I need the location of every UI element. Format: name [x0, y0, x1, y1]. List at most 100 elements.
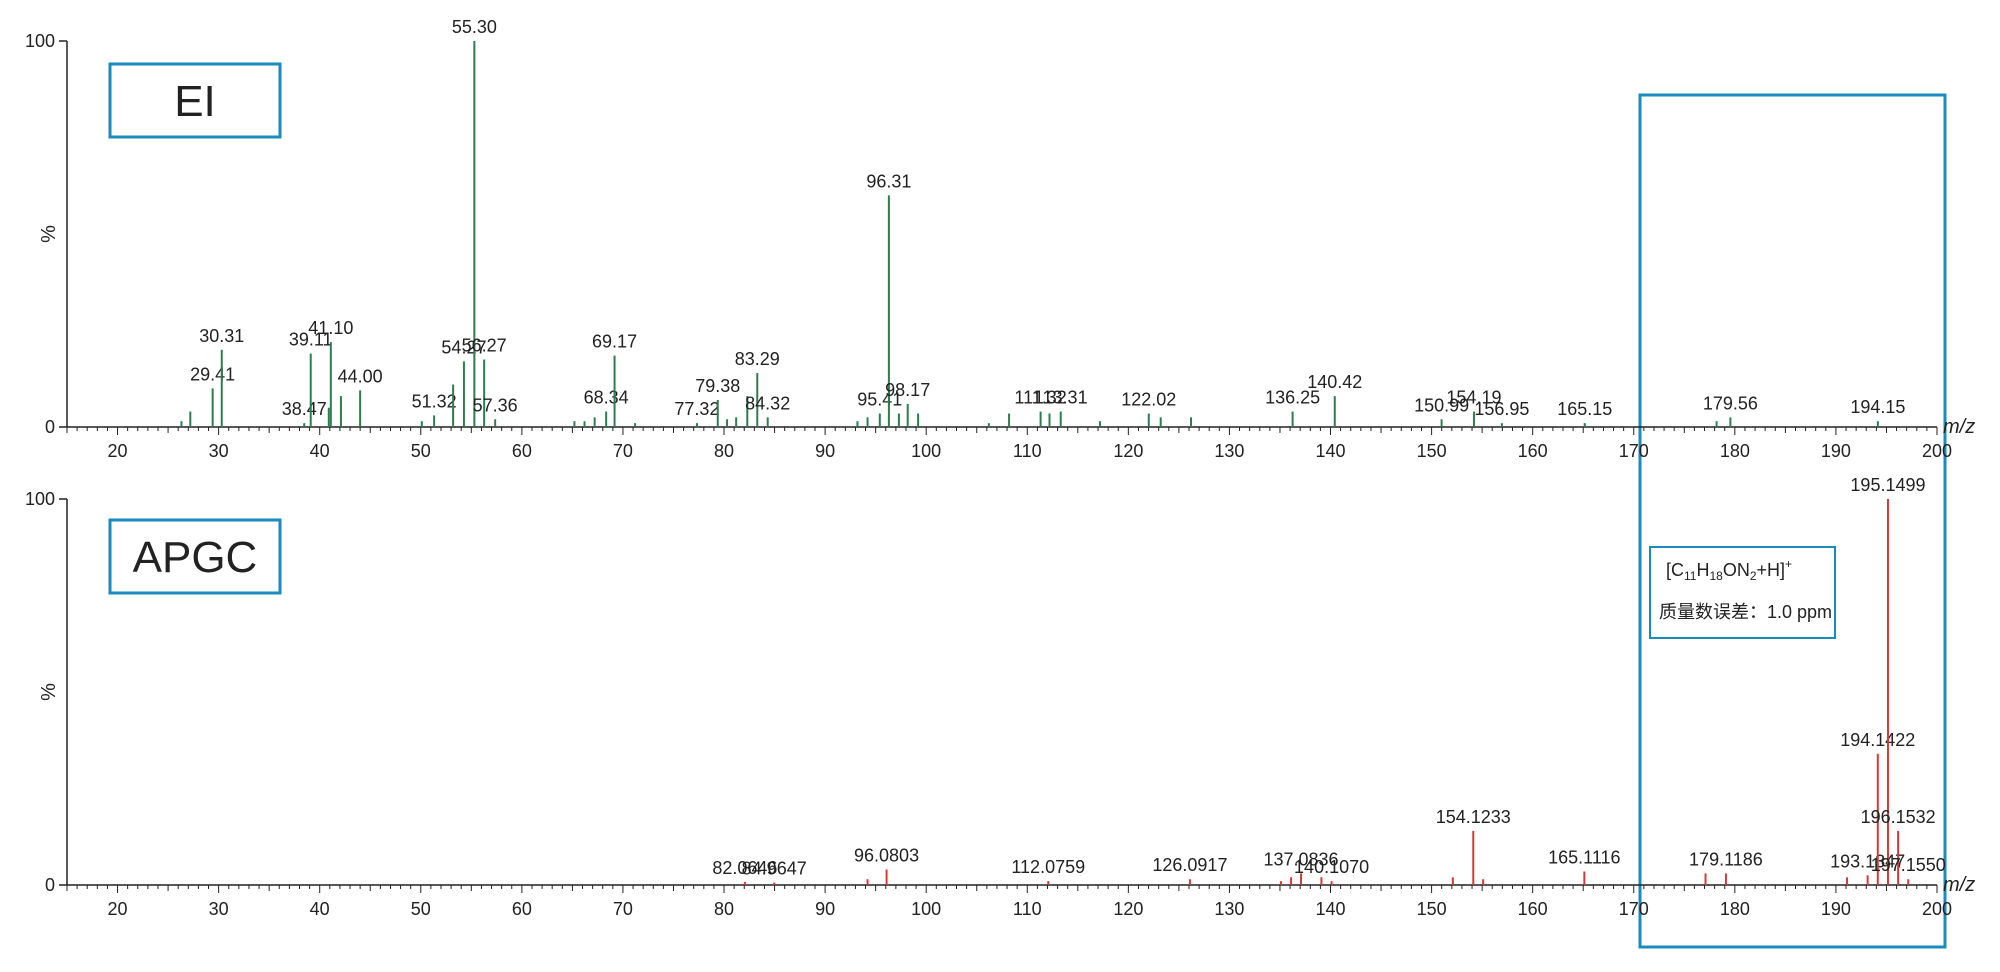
formula-text: [C11H18ON2+H]+ [1666, 557, 1792, 583]
apgc-x-tick-label: 110 [1013, 899, 1042, 919]
ei-y-tick-label: 0 [45, 417, 55, 437]
ei-peak-label: 136.25 [1265, 388, 1320, 408]
ei-x-tick-label: 130 [1214, 441, 1244, 461]
ei-peak-label: 165.15 [1557, 399, 1612, 419]
apgc-y-tick-label: 100 [25, 489, 55, 509]
apgc-peak-label: 196.1532 [1861, 807, 1936, 827]
apgc-x-tick-label: 70 [613, 899, 633, 919]
ei-peak-label: 51.32 [412, 391, 457, 411]
apgc-x-tick-label: 100 [911, 899, 941, 919]
ei-x-tick-label: 40 [310, 441, 330, 461]
ei-panel-label: EI [108, 62, 282, 139]
ei-peak-label: 57.36 [473, 395, 518, 415]
ei-x-tick-label: 170 [1619, 441, 1649, 461]
apgc-x-tick-label: 170 [1619, 899, 1649, 919]
apgc-x-tick-label: 200 [1922, 899, 1952, 919]
ei-x-tick-label: 140 [1315, 441, 1345, 461]
ei-peak-label: 68.34 [584, 388, 629, 408]
ei-x-tick-label: 90 [815, 441, 835, 461]
ei-x-tick-label: 20 [108, 441, 128, 461]
ei-peak-label: 179.56 [1703, 393, 1758, 413]
ei-x-tick-label: 180 [1720, 441, 1750, 461]
apgc-peak-label: 165.1116 [1548, 847, 1620, 867]
ei-x-tick-label: 120 [1113, 441, 1143, 461]
ei-x-tick-label: 110 [1013, 441, 1042, 461]
ei-label-frame [108, 62, 282, 139]
ei-label-text: EI [174, 77, 216, 126]
apgc-peak-label: 82.0646 [712, 858, 777, 878]
ei-peak-label: 111.32 [1014, 388, 1066, 408]
ei-peak-label: 113.31 [1034, 388, 1088, 408]
ei-peak-label: 79.38 [695, 376, 740, 396]
ei-peak-label: 77.32 [674, 399, 719, 419]
apgc-y-axis-label: % [38, 683, 60, 701]
apgc-x-tick-label: 150 [1417, 899, 1447, 919]
plot-layer: 20 30 40 50 60 70 80 90 100 110 120 130 140 150 160 170… [25, 17, 1975, 919]
apgc-panel-label: APGC [108, 518, 282, 595]
apgc-peak-label: 96.0803 [854, 846, 919, 866]
ei-peak-label: 156.95 [1474, 399, 1529, 419]
ei-peak-label: 98.17 [885, 380, 930, 400]
apgc-peak-label: 154.1233 [1436, 807, 1511, 827]
apgc-x-tick-label: 20 [108, 899, 128, 919]
ei-peak-label: 29.41 [190, 364, 235, 384]
ei-peak-label: 194.15 [1850, 397, 1905, 417]
apgc-y-tick-label: 0 [45, 875, 55, 895]
ei-peak-label: 41.10 [308, 318, 353, 338]
apgc-peak-label: 194.1422 [1840, 730, 1915, 750]
annotation-frame [1649, 546, 1836, 639]
ei-x-tick-label: 200 [1922, 441, 1952, 461]
ei-x-tick-label: 80 [714, 441, 734, 461]
ei-peak-label: 122.02 [1121, 389, 1176, 409]
apgc-peak-label: 179.1186 [1689, 849, 1763, 869]
apgc-peak-label: 140.1070 [1294, 857, 1369, 877]
apgc-peak-label: 193.1347 [1830, 851, 1905, 871]
ei-peak-label: 44.00 [338, 366, 383, 386]
apgc-x-tick-label: 90 [815, 899, 835, 919]
ei-peak-label: 39.11 [289, 330, 333, 350]
apgc-x-tick-label: 50 [411, 899, 431, 919]
apgc-label-frame [108, 518, 282, 595]
mass-error-text: 质量数误差：1.0 ppm [1659, 602, 1832, 622]
ei-x-tick-label: 50 [411, 441, 431, 461]
ei-x-tick-label: 30 [209, 441, 229, 461]
apgc-x-tick-label: 40 [310, 899, 330, 919]
ei-y-tick-label: 100 [25, 31, 55, 51]
ei-peak-label: 84.32 [745, 393, 790, 413]
ei-peak-label: 69.17 [592, 332, 637, 352]
apgc-peak-label: 84.9647 [742, 859, 807, 879]
apgc-x-tick-label: 180 [1720, 899, 1750, 919]
apgc-x-tick-label: 190 [1821, 899, 1851, 919]
ei-x-tick-label: 100 [911, 441, 941, 461]
highlight-region-frame [1638, 93, 1947, 949]
apgc-x-tick-label: 60 [512, 899, 532, 919]
apgc-x-tick-label: 160 [1518, 899, 1548, 919]
apgc-peak-label: 126.0917 [1152, 855, 1227, 875]
apgc-peak-label: 197.1550 [1871, 855, 1946, 875]
apgc-x-tick-label: 140 [1315, 899, 1345, 919]
apgc-peak-label: 112.0759 [1011, 857, 1085, 877]
ei-x-tick-label: 190 [1821, 441, 1851, 461]
ei-x-tick-label: 70 [613, 441, 633, 461]
apgc-x-unit-label: m/z [1943, 874, 1975, 896]
ei-peak-label: 56.27 [462, 335, 507, 355]
apgc-x-tick-label: 130 [1214, 899, 1244, 919]
ei-peak-label: 150.99 [1414, 395, 1469, 415]
ei-x-tick-label: 160 [1518, 441, 1548, 461]
formula-annotation: [C11H18ON2+H]+ 质量数误差：1.0 ppm [1649, 546, 1836, 639]
ei-x-tick-label: 150 [1417, 441, 1447, 461]
apgc-x-tick-label: 30 [209, 899, 229, 919]
apgc-peak-label: 195.1499 [1850, 475, 1925, 495]
ei-peak-label: 96.31 [866, 171, 911, 191]
ei-peak-label: 83.29 [735, 349, 780, 369]
apgc-label-text: APGC [133, 533, 258, 582]
ei-peak-label: 30.31 [199, 326, 244, 346]
ei-peak-label: 140.42 [1307, 372, 1362, 392]
ei-peak-label: 95.41 [857, 389, 902, 409]
ei-peak-label: 38.47 [282, 399, 327, 419]
apgc-peak-label: 137.0836 [1263, 849, 1338, 869]
ei-y-axis-label: % [38, 225, 60, 243]
apgc-x-tick-label: 120 [1113, 899, 1143, 919]
